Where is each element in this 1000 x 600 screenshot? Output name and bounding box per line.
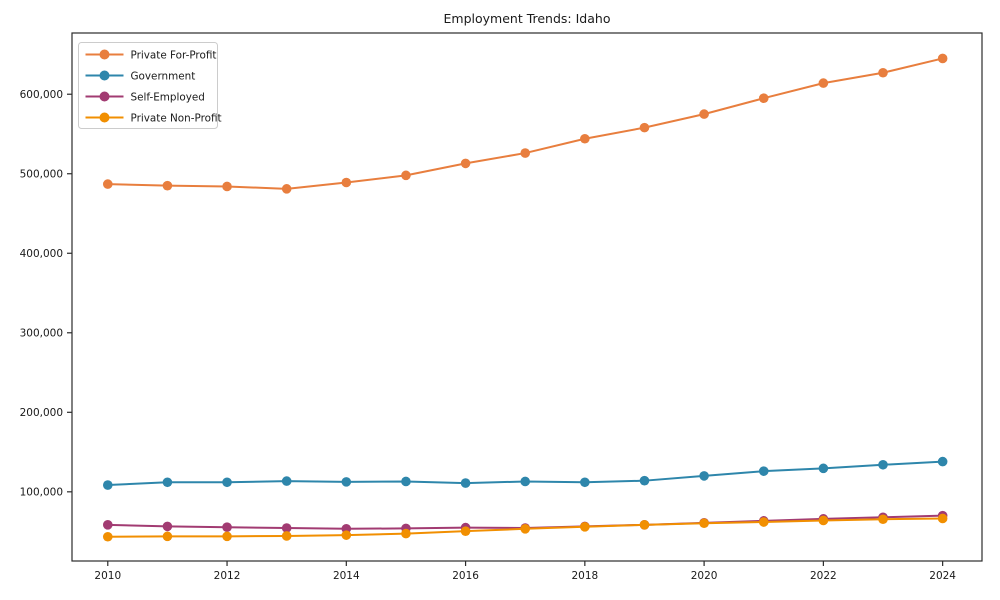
y-tick-label: 100,000	[20, 486, 63, 498]
x-tick-label: 2012	[214, 570, 241, 582]
y-tick-label: 400,000	[20, 248, 63, 260]
data-point-government-2023	[878, 459, 888, 470]
x-tick-label: 2018	[571, 570, 598, 582]
data-point-private-for-profit-2016	[460, 158, 471, 169]
data-point-private-non-profit-2011	[162, 531, 173, 542]
data-point-government-2013	[281, 476, 292, 486]
data-point-private-for-profit-2014	[341, 177, 352, 188]
data-point-private-for-profit-2019	[639, 122, 650, 133]
data-point-private-for-profit-2010	[102, 179, 113, 189]
legend-label: Government	[131, 70, 196, 82]
data-point-government-2021	[758, 466, 769, 476]
chart-title: Employment Trends: Idaho	[444, 11, 611, 26]
data-point-government-2015	[401, 476, 411, 487]
data-point-private-for-profit-2023	[878, 67, 888, 78]
legend-marker-icon	[99, 91, 110, 102]
y-tick-label: 200,000	[20, 407, 63, 419]
legend-marker-icon	[99, 49, 110, 60]
x-tick-label: 2016	[452, 570, 479, 582]
data-point-private-non-profit-2013	[281, 531, 292, 541]
legend-item-private-non-profit: Private Non-Profit	[85, 112, 222, 124]
data-point-private-non-profit-2016	[460, 526, 471, 536]
data-point-government-2020	[699, 471, 709, 481]
data-point-government-2017	[520, 476, 531, 487]
x-tick-label: 2022	[810, 570, 837, 582]
data-point-government-2024	[937, 456, 948, 467]
data-point-private-non-profit-2024	[937, 513, 948, 524]
legend-marker-icon	[99, 70, 110, 81]
data-point-private-non-profit-2012	[222, 531, 232, 542]
data-point-private-for-profit-2011	[162, 180, 173, 191]
legend-label: Self-Employed	[131, 91, 205, 103]
data-point-private-non-profit-2018	[580, 522, 590, 532]
x-tick-label: 2010	[94, 570, 121, 582]
data-point-government-2022	[818, 463, 829, 474]
data-point-private-for-profit-2017	[520, 148, 531, 158]
data-point-government-2012	[222, 477, 232, 488]
data-point-private-non-profit-2023	[878, 514, 888, 525]
data-point-private-non-profit-2015	[401, 528, 411, 539]
data-point-self-employed-2011	[162, 521, 173, 532]
data-point-self-employed-2013	[281, 523, 292, 533]
data-point-self-employed-2010	[102, 520, 113, 530]
legend-marker-icon	[99, 112, 110, 123]
legend-item-self-employed: Self-Employed	[85, 91, 205, 103]
data-point-private-for-profit-2020	[699, 109, 709, 119]
legend-item-government: Government	[85, 70, 196, 82]
legend-label: Private For-Profit	[131, 49, 217, 61]
data-point-government-2014	[341, 477, 352, 487]
data-point-government-2010	[102, 480, 113, 490]
data-point-government-2019	[639, 475, 650, 486]
data-point-self-employed-2012	[222, 522, 232, 533]
y-tick-label: 300,000	[20, 327, 63, 339]
data-point-private-non-profit-2021	[758, 517, 769, 527]
data-point-private-for-profit-2021	[758, 93, 769, 104]
data-point-private-for-profit-2022	[818, 78, 829, 88]
data-point-government-2018	[580, 477, 590, 488]
data-point-private-for-profit-2024	[937, 53, 948, 64]
data-point-government-2011	[162, 477, 173, 488]
data-point-private-non-profit-2019	[639, 520, 650, 530]
x-tick-label: 2020	[691, 570, 718, 582]
y-tick-label: 500,000	[20, 168, 63, 180]
x-tick-label: 2024	[929, 570, 956, 582]
y-tick-label: 600,000	[20, 89, 63, 101]
legend-label: Private Non-Profit	[131, 112, 222, 124]
legend-item-private-for-profit: Private For-Profit	[85, 49, 217, 61]
data-point-private-non-profit-2020	[699, 518, 709, 529]
data-point-private-for-profit-2015	[401, 170, 411, 181]
data-point-private-non-profit-2010	[102, 531, 113, 542]
data-point-private-non-profit-2017	[520, 523, 531, 534]
x-tick-label: 2014	[333, 570, 360, 582]
plot-area: 100,000 200,000 300,000 400,000 500,000 600,0…	[20, 32, 983, 582]
data-point-private-for-profit-2013	[281, 184, 292, 194]
data-point-private-for-profit-2018	[580, 133, 590, 144]
data-point-private-non-profit-2014	[341, 530, 352, 540]
legend-box	[78, 42, 218, 129]
data-point-private-non-profit-2022	[818, 515, 829, 526]
data-point-government-2016	[460, 478, 471, 488]
data-point-private-for-profit-2012	[222, 181, 232, 192]
plot-border	[71, 32, 983, 562]
